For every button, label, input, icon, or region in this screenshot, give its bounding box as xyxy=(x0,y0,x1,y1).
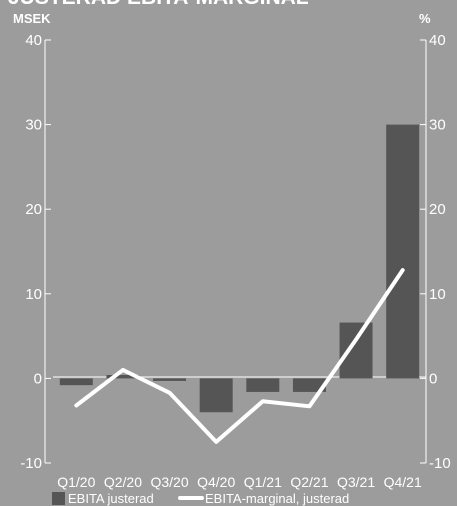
margin-point-q4-21 xyxy=(401,268,404,272)
category-label: Q3/21 xyxy=(337,474,375,490)
right-tick-labels: -10 0 10 20 30 40 xyxy=(420,32,451,472)
category-label: Q2/20 xyxy=(104,474,142,490)
left-tick-labels: -10 0 10 20 30 40 xyxy=(20,32,51,472)
category-label: Q3/20 xyxy=(150,474,188,490)
bar-q1-21 xyxy=(246,378,280,392)
margin-point-q3-20 xyxy=(168,391,171,394)
bar-q2-21 xyxy=(292,378,326,392)
margin-line xyxy=(74,268,405,444)
category-label: Q2/21 xyxy=(290,474,328,490)
right-tick-label: 30 xyxy=(429,117,446,134)
legend: EBITA justerad EBITA-marginal, justerad xyxy=(52,491,349,506)
line-series xyxy=(74,268,405,444)
margin-point-q2-21 xyxy=(308,405,311,408)
left-tick-label: 40 xyxy=(25,32,42,49)
bar-q1-20 xyxy=(59,378,93,386)
bar-series xyxy=(59,124,420,413)
legend-bar-swatch xyxy=(52,492,65,505)
left-tick-label: 0 xyxy=(34,370,42,387)
left-tick-label: 20 xyxy=(25,201,42,218)
bar-q3-20 xyxy=(153,378,187,381)
margin-point-q3-21 xyxy=(354,338,358,341)
bar-q4-20 xyxy=(199,378,233,413)
category-label: Q1/21 xyxy=(244,474,282,490)
margin-point-q4-20 xyxy=(214,440,218,444)
left-tick-label: 30 xyxy=(25,117,42,134)
legend-line-label: EBITA-marginal, justerad xyxy=(205,491,349,506)
margin-point-q1-21 xyxy=(261,400,265,403)
bar-q2-20 xyxy=(106,375,140,379)
right-tick-label: 10 xyxy=(429,286,446,303)
left-tick-label: -10 xyxy=(20,455,42,472)
right-axis-unit: % xyxy=(419,11,431,26)
bar-q4-21 xyxy=(386,124,420,379)
bar-q3-21 xyxy=(339,322,373,379)
margin-point-q2-20 xyxy=(121,368,125,372)
chart-title: JUSTERAD EBITA-MARGINAL xyxy=(8,0,309,9)
right-tick-label: -10 xyxy=(429,455,451,472)
left-tick-label: 10 xyxy=(25,286,42,303)
left-axis-unit: MSEK xyxy=(13,11,51,26)
right-tick-label: 40 xyxy=(429,32,446,49)
category-label: Q4/21 xyxy=(384,474,422,490)
right-tick-label: 0 xyxy=(429,370,437,387)
legend-bar-label: EBITA justerad xyxy=(68,491,154,506)
category-label: Q4/20 xyxy=(197,474,235,490)
category-label: Q1/20 xyxy=(57,474,95,490)
right-tick-label: 20 xyxy=(429,201,446,218)
category-labels: Q1/20 Q2/20 Q3/20 Q4/20 Q1/21 Q2/21 Q3/21 Q4/21 xyxy=(57,474,422,490)
margin-point-q1-20 xyxy=(75,404,78,407)
